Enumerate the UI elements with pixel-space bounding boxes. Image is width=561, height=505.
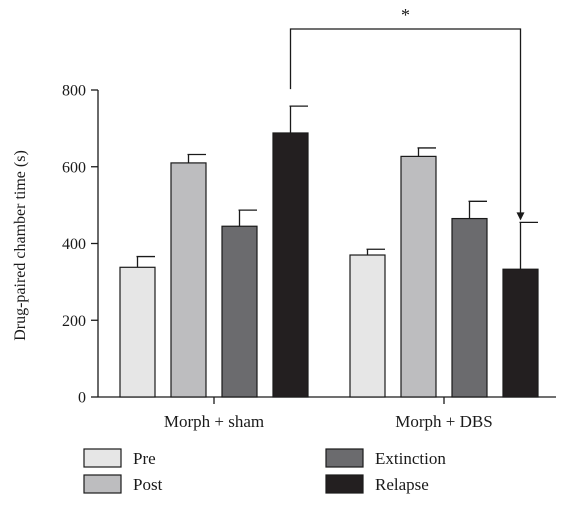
- bar-pre-dbs: [349, 254, 386, 398]
- bars: [119, 105, 539, 398]
- bar-extinction-sham: [221, 225, 258, 398]
- bar-pre-sham: [119, 266, 156, 398]
- category-label: Morph + sham: [164, 412, 264, 431]
- legend-label-post: Post: [133, 475, 163, 494]
- y-ticks: 0 200 400 600 800: [62, 83, 98, 407]
- bar-relapse-dbs: [502, 268, 539, 398]
- y-tick-label: 200: [62, 313, 86, 330]
- significance-annotation: *: [289, 5, 525, 221]
- legend-label-pre: Pre: [133, 449, 156, 468]
- legend-swatch-post: [83, 474, 122, 494]
- legend-label-relapse: Relapse: [375, 475, 429, 494]
- bar-post-dbs: [400, 155, 437, 398]
- legend: Pre Post Extinction Relapse: [83, 448, 446, 494]
- bracket-arrowhead: [516, 212, 525, 221]
- bar-extinction-dbs: [451, 217, 488, 398]
- bar-post-sham: [170, 162, 207, 398]
- bar-relapse-sham: [272, 132, 309, 398]
- category-labels: Morph + sham Morph + DBS: [164, 397, 493, 431]
- significance-bracket: [289, 28, 522, 220]
- y-tick-label: 600: [62, 159, 86, 176]
- legend-swatch-extinction: [325, 448, 364, 468]
- legend-swatch-pre: [83, 448, 122, 468]
- category-label: Morph + DBS: [395, 412, 492, 431]
- legend-label-extinction: Extinction: [375, 449, 446, 468]
- y-tick-label: 800: [62, 83, 86, 100]
- significance-marker: *: [401, 5, 410, 25]
- y-tick-label: 400: [62, 236, 86, 253]
- legend-swatch-relapse: [325, 474, 364, 494]
- y-tick-label: 0: [78, 390, 86, 407]
- y-axis-label: Drug-paired chamber time (s): [12, 150, 29, 341]
